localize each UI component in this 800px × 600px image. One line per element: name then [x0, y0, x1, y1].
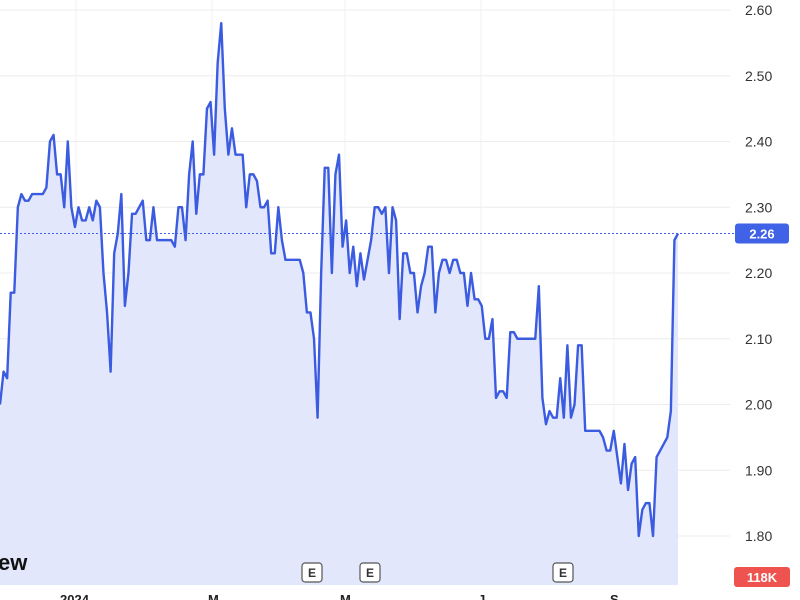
y-tick-label: 2.40: [745, 134, 772, 150]
x-tick-label: M: [208, 592, 219, 600]
volume-value: 118K: [747, 570, 778, 585]
earnings-marker-box[interactable]: [301, 562, 323, 583]
x-tick-label: J: [478, 592, 485, 600]
volume-badge-bg: [734, 567, 790, 587]
earnings-marker-box[interactable]: [552, 562, 574, 583]
y-tick-label: 1.90: [745, 462, 772, 478]
x-tick-label: 2024: [60, 592, 90, 600]
y-tick-label: 2.20: [745, 265, 772, 281]
y-axis: 2.60 2.50 2.40 2.30 2.20 2.10 2.00 1.90 1.80: [745, 2, 772, 544]
y-tick-label: 1.80: [745, 528, 772, 544]
y-tick-label: 2.60: [745, 2, 772, 18]
volume-badge: 118K: [734, 567, 790, 587]
price-area-fill: [0, 23, 678, 585]
earnings-marker[interactable]: E: [552, 562, 574, 583]
y-tick-label: 2.30: [745, 199, 772, 215]
earnings-marker-box[interactable]: [359, 562, 381, 583]
last-price-badge: 2.26: [735, 223, 789, 244]
last-price-value: 2.26: [749, 227, 774, 242]
y-tick-label: 2.00: [745, 397, 772, 413]
earnings-marker-label: E: [366, 566, 374, 580]
earnings-marker[interactable]: E: [359, 562, 381, 583]
earnings-marker[interactable]: E: [301, 562, 323, 583]
brand-logo-text: ew: [0, 550, 28, 575]
price-line: [0, 21, 680, 538]
x-tick-label: S: [610, 592, 619, 600]
y-tick-label: 2.10: [745, 331, 772, 347]
x-tick-label: M: [340, 592, 351, 600]
y-tick-label: 2.50: [745, 68, 772, 84]
earnings-marker-label: E: [559, 566, 567, 580]
last-price-badge-bg: [735, 223, 789, 244]
earnings-marker-label: E: [308, 566, 316, 580]
